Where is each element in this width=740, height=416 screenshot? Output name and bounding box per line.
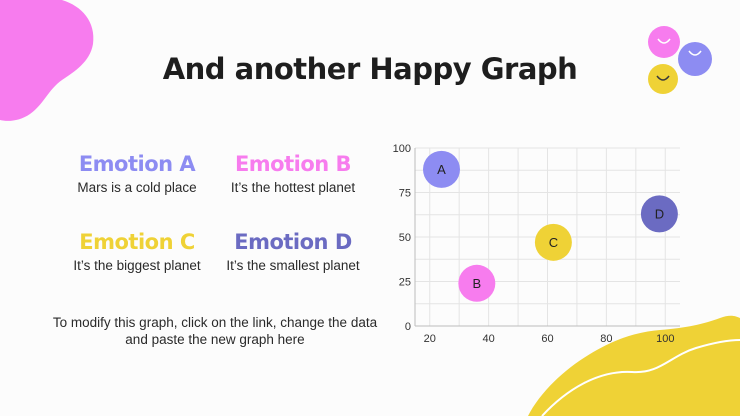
instruction-note: To modify this graph, click on the link,…	[52, 315, 378, 347]
emotion-a-title: Emotion A	[78, 152, 196, 176]
x-tick-label: 80	[600, 333, 612, 345]
data-point-label-b: B	[472, 276, 481, 291]
y-tick-label: 100	[393, 143, 411, 155]
x-tick-label: 20	[424, 333, 436, 345]
emotion-c-description: It’s the biggest planet	[73, 258, 201, 273]
data-point-label-c: C	[549, 235, 558, 250]
bubble-chart: 0 25 50 75 100 20 40 60 80 100 A B C D	[393, 143, 680, 345]
smiley-faces-decoration	[648, 26, 712, 94]
x-tick-label: 60	[541, 333, 553, 345]
emotion-b-description: It’s the hottest planet	[230, 180, 356, 195]
x-tick-label: 100	[656, 333, 674, 345]
emotion-c-title: Emotion C	[79, 230, 195, 254]
slide-title: And another Happy Graph	[162, 52, 578, 86]
data-point-b	[458, 264, 496, 302]
y-tick-label: 25	[399, 277, 411, 289]
data-point-label-a: A	[437, 162, 446, 177]
emotion-a-description: Mars is a cold place	[77, 180, 197, 195]
emotion-a: Emotion A Mars is a cold place	[52, 152, 222, 195]
emotion-d-title: Emotion D	[234, 230, 352, 254]
y-tick-label: 75	[399, 188, 411, 200]
pink-blob-shape	[0, 0, 94, 121]
emotion-d-description: It’s the smallest planet	[226, 258, 360, 273]
emotion-d: Emotion D It’s the smallest planet	[208, 230, 378, 273]
emotion-b: Emotion B It’s the hottest planet	[208, 152, 378, 195]
x-tick-label: 40	[482, 333, 494, 345]
y-tick-label: 0	[405, 321, 411, 333]
y-tick-label: 50	[399, 232, 411, 244]
yellow-blob-shape	[528, 315, 740, 416]
data-point-d	[640, 195, 678, 233]
data-point-c	[534, 223, 572, 261]
data-point-a	[423, 150, 460, 188]
emotion-c: Emotion C It’s the biggest planet	[52, 230, 222, 273]
emotion-b-title: Emotion B	[234, 152, 352, 176]
data-point-label-d: D	[655, 206, 664, 221]
